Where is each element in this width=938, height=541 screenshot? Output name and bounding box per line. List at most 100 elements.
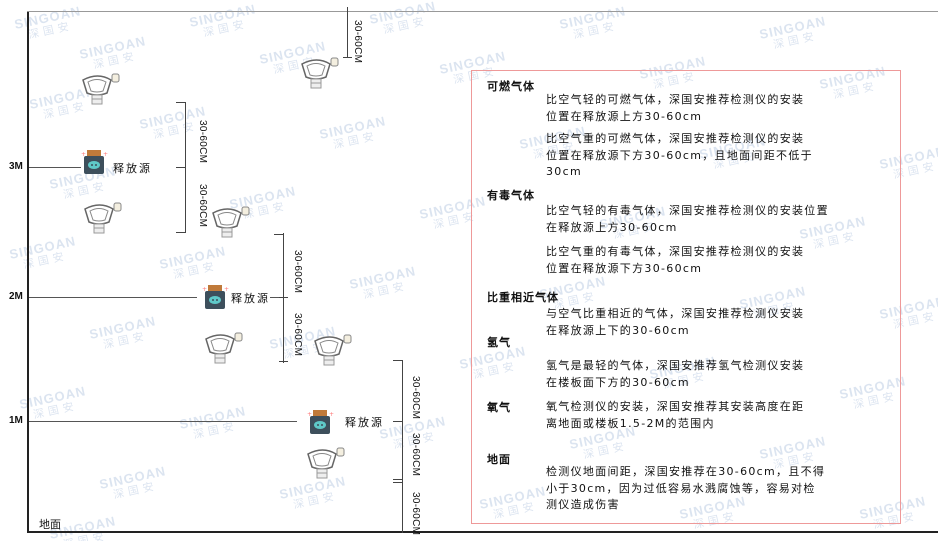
dimension-tick: [343, 57, 352, 58]
ceiling-line: [27, 11, 938, 12]
watermark-logo: SINGOAN 深国安: [318, 113, 388, 152]
paragraph-line: 30cm: [546, 165, 582, 178]
watermark-logo: SINGOAN 深国安: [188, 1, 258, 40]
release-source-label: 释放源: [231, 292, 270, 305]
detector-glyph: [307, 447, 345, 479]
release-source-label: 释放源: [345, 416, 384, 429]
paragraph-line: 离地面或楼板1.5-2M的范围内: [546, 416, 715, 430]
gas-detector-icon: [80, 202, 122, 238]
dimension-tick: [393, 482, 402, 483]
paragraph-line: 与空气比重相近的气体，深国安推荐检测仪安装: [546, 307, 805, 320]
section-paragraph: 氢气是最轻的气体，深国安推荐氢气检测仪安装 在楼板面下方的30-60cm: [546, 358, 804, 391]
dimension-line: [347, 7, 348, 58]
release-source-glyph: + +: [81, 150, 108, 174]
watermark-logo: SINGOAN 深国安: [88, 313, 158, 352]
gas-detector-icon: [201, 332, 243, 368]
dimension-tick: [176, 232, 185, 233]
paragraph-line: 比空气重的有毒气体，深国安推荐检测仪的安装: [546, 245, 805, 258]
level-3m-line: [29, 167, 81, 168]
section-title: 比重相近气体: [487, 291, 559, 304]
svg-text:+: +: [224, 286, 229, 293]
dimension-line: [185, 102, 186, 233]
section-title: 地面: [487, 453, 511, 466]
dimension-label: 30-60CM: [410, 433, 421, 477]
paragraph-line: 位置在释放源下方30-60cm，且地面间距不低于: [546, 148, 813, 162]
detector-glyph: [314, 334, 352, 366]
watermark-logo: SINGOAN 深国安: [558, 3, 628, 42]
dimension-tick: [279, 297, 288, 298]
watermark-logo: SINGOAN 深国安: [368, 0, 438, 37]
level-1m-label: 1M: [9, 415, 23, 426]
paragraph-line: 位置在释放源下方30-60cm: [546, 261, 703, 275]
dimension-label: 30-60CM: [352, 20, 363, 64]
release-source-glyph: + +: [202, 285, 229, 309]
svg-text:+: +: [307, 411, 312, 418]
watermark-logo: SINGOAN 深国安: [78, 33, 148, 72]
watermark-logo: SINGOAN 深国安: [178, 403, 248, 442]
paragraph-line: 位置在释放源上方30-60cm: [546, 109, 703, 123]
paragraph-line: 氢气是最轻的气体，深国安推荐氢气检测仪安装: [546, 359, 805, 372]
gas-detector-icon: [297, 57, 339, 93]
level-3m-label: 3M: [9, 161, 23, 172]
section-title: 氢气: [487, 336, 511, 349]
section-paragraph: 比空气轻的可燃气体，深国安推荐检测仪的安装 位置在释放源上方30-60cm: [546, 92, 804, 125]
release-source-icon: + +: [306, 408, 334, 440]
release-source-glyph: + +: [307, 410, 334, 434]
dimension-label: 30-60CM: [410, 492, 421, 536]
watermark-logo: SINGOAN 深国安: [13, 3, 83, 42]
ground-label: 地面: [39, 518, 61, 531]
level-1m-line: [29, 421, 297, 422]
section-paragraph: 比空气重的可燃气体，深国安推荐检测仪的安装 位置在释放源下方30-60cm，且地面…: [546, 131, 813, 181]
gas-detector-icon: [208, 206, 250, 242]
svg-text:+: +: [329, 411, 334, 418]
svg-text:+: +: [81, 151, 86, 158]
dimension-tick: [393, 360, 402, 361]
paragraph-line: 在楼板面下方的30-60cm: [546, 375, 690, 389]
paragraph-line: 小于30cm，因为过低容易水溅腐蚀等，容易对检: [546, 481, 816, 495]
dimension-line: [402, 360, 403, 533]
dimension-tick: [176, 167, 185, 168]
dimension-line: [283, 233, 284, 363]
dimension-tick: [176, 102, 185, 103]
svg-text:+: +: [202, 286, 207, 293]
watermark-logo: SINGOAN 深国安: [98, 463, 168, 502]
floor-line: [27, 531, 938, 533]
gas-detector-icon: [78, 73, 120, 109]
dimension-label: 30-60CM: [410, 376, 421, 420]
paragraph-line: 比空气轻的可燃气体，深国安推荐检测仪的安装: [546, 93, 805, 106]
section-title: 可燃气体: [487, 80, 535, 93]
detector-glyph: [82, 73, 120, 105]
paragraph-line: 在释放源上下的30-60cm: [546, 323, 690, 337]
section-title: 有毒气体: [487, 189, 535, 202]
watermark-logo: SINGOAN 深国安: [348, 263, 418, 302]
section-paragraph: 比空气重的有毒气体，深国安推荐检测仪的安装 位置在释放源下方30-60cm: [546, 244, 804, 277]
dimension-tick: [393, 479, 402, 480]
dimension-label: 30-60CM: [197, 184, 208, 228]
paragraph-line: 比空气轻的有毒气体，深国安推荐检测仪的安装位置: [546, 204, 829, 217]
paragraph-line: 氧气检测仪的安装，深国安推荐其安装高度在距: [546, 400, 805, 413]
wall-line: [27, 11, 29, 533]
section-paragraph: 与空气比重相近的气体，深国安推荐检测仪安装 在释放源上下的30-60cm: [546, 306, 804, 339]
level-2m-label: 2M: [9, 291, 23, 302]
gas-detector-icon: [310, 334, 352, 370]
paragraph-line: 在释放源上方30-60cm: [546, 220, 678, 234]
dimension-tick: [274, 234, 283, 235]
dimension-tick: [279, 361, 288, 362]
dimension-tick: [393, 421, 402, 422]
release-source-icon: + +: [80, 148, 108, 180]
dimension-label: 30-60CM: [197, 120, 208, 164]
section-paragraph: 比空气轻的有毒气体，深国安推荐检测仪的安装位置 在释放源上方30-60cm: [546, 203, 829, 236]
dimension-label: 30-60CM: [292, 313, 303, 357]
watermark-logo: SINGOAN 深国安: [8, 233, 78, 272]
paragraph-line: 比空气重的可燃气体，深国安推荐检测仪的安装: [546, 132, 805, 145]
section-paragraph: 检测仪地面间距，深国安推荐在30-60cm，且不得 小于30cm，因为过低容易水溅…: [546, 464, 825, 514]
watermark-logo: SINGOAN 深国安: [758, 13, 828, 52]
detector-glyph: [205, 332, 243, 364]
gas-detector-icon: [303, 447, 345, 483]
explanation-panel: 可燃气体 比空气轻的可燃气体，深国安推荐检测仪的安装 位置在释放源上方30-60cm…: [471, 70, 901, 524]
detector-glyph: [84, 202, 122, 234]
paragraph-line: 测仪造成伤害: [546, 498, 620, 511]
release-source-label: 释放源: [113, 162, 152, 175]
section-title: 氧气: [487, 401, 511, 414]
